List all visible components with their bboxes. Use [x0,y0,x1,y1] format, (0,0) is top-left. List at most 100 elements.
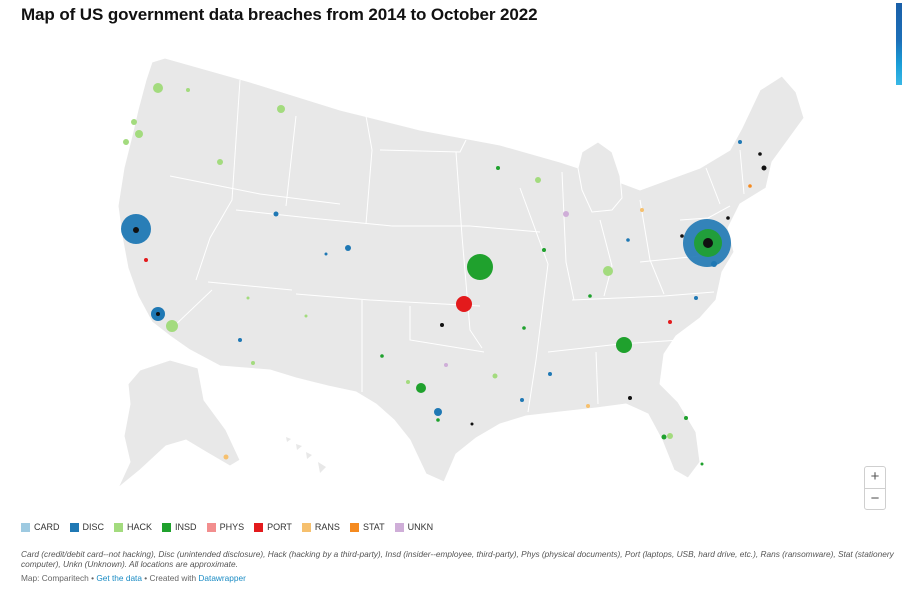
breach-bubble[interactable] [726,216,730,220]
breach-bubble[interactable] [135,130,143,138]
map-area[interactable] [0,30,902,510]
legend-swatch-insd [162,522,172,532]
legend-swatch-card [21,522,30,532]
legend-label-card: CARD [34,522,60,532]
breach-bubble[interactable] [548,372,552,376]
legend-label-stat: STAT [362,522,385,532]
legend-item-stat[interactable]: STAT [349,522,385,532]
breach-bubble[interactable] [123,139,129,145]
side-color-stripe [896,3,902,85]
breach-bubble[interactable] [628,396,632,400]
map-title: Map of US government data breaches from … [21,5,538,24]
breach-bubble[interactable] [758,152,762,156]
breach-bubble[interactable] [496,166,500,170]
breach-bubble[interactable] [277,105,285,113]
breach-bubble[interactable] [380,354,384,358]
datawrapper-link[interactable]: Datawrapper [198,573,246,583]
breach-bubble[interactable] [626,238,630,242]
breach-bubble[interactable] [345,245,351,251]
breach-bubble[interactable] [153,83,163,93]
zoom-controls: + − [864,466,886,510]
legend-label-insd: INSD [175,522,197,532]
breach-bubble[interactable] [761,165,767,171]
breach-bubble[interactable] [738,140,742,144]
breach-bubble[interactable] [273,211,279,217]
breach-bubble[interactable] [748,184,752,188]
breach-bubble[interactable] [684,416,688,420]
breach-bubble[interactable] [520,398,524,402]
legend-label-port: PORT [267,522,292,532]
breach-bubble[interactable] [680,234,684,238]
breach-bubble[interactable] [133,227,139,233]
breach-bubble[interactable] [434,408,442,416]
legend-label-phys: PHYS [219,522,245,532]
breach-bubble[interactable] [436,418,440,422]
footer-source: Map: Comparitech • [21,573,94,583]
us-map-svg[interactable] [0,30,902,510]
legend-item-port[interactable]: PORT [254,522,292,532]
breach-bubble[interactable] [700,462,704,466]
legend-item-unkn[interactable]: UNKN [394,522,433,532]
breach-bubble[interactable] [616,337,632,353]
breach-bubble[interactable] [522,326,526,330]
breach-bubble[interactable] [238,338,242,342]
breach-bubble[interactable] [246,296,250,300]
legend-swatch-port [254,522,264,532]
breach-bubble[interactable] [251,361,255,365]
breach-bubble[interactable] [166,320,178,332]
breach-bubble[interactable] [586,404,590,408]
breach-bubble[interactable] [603,266,613,276]
legend-swatch-stat [349,522,359,532]
breach-bubble[interactable] [223,454,229,460]
breach-bubble[interactable] [186,88,190,92]
zoom-out-button[interactable]: − [865,488,885,510]
breach-bubble[interactable] [542,248,546,252]
breach-bubble[interactable] [444,363,448,367]
breach-bubble[interactable] [156,312,160,316]
legend-item-phys[interactable]: PHYS [206,522,245,532]
zoom-in-button[interactable]: + [870,468,880,485]
breach-bubble[interactable] [667,433,673,439]
legend-label-rans: RANS [314,522,340,532]
us-mainland-shape [117,57,805,483]
breach-bubble[interactable] [668,320,672,324]
legend-item-insd[interactable]: INSD [162,522,197,532]
alaska-shape [117,359,241,489]
breach-bubble[interactable] [217,159,223,165]
breach-bubble[interactable] [144,258,148,262]
legend-item-card[interactable]: CARD [21,522,60,532]
footer-created-with: • Created with [144,573,197,583]
legend-swatch-hack [114,522,124,532]
breach-bubble[interactable] [406,380,410,384]
legend-swatch-phys [206,522,216,532]
breach-bubble[interactable] [470,422,474,426]
breach-bubble[interactable] [131,119,137,125]
legend-item-disc[interactable]: DISC [69,522,105,532]
breach-bubble[interactable] [694,296,698,300]
legend-item-hack[interactable]: HACK [114,522,152,532]
legend-notes: Card (credit/debit card--not hacking), D… [21,549,894,569]
breach-bubble[interactable] [661,434,667,440]
footer: Map: Comparitech • Get the data • Create… [21,573,246,583]
breach-bubble[interactable] [563,211,569,217]
get-data-link[interactable]: Get the data [96,573,142,583]
breach-bubble[interactable] [324,252,328,256]
breach-bubble[interactable] [640,208,644,212]
breach-bubble[interactable] [711,261,717,267]
breach-bubble[interactable] [492,373,498,379]
legend-item-rans[interactable]: RANS [301,522,340,532]
legend-swatch-disc [69,522,79,532]
hawaii-islands [286,437,326,473]
breach-bubble[interactable] [456,296,472,312]
legend: CARD DISC HACK INSD PHYS PORT RANS STAT … [21,522,443,532]
breach-bubble[interactable] [588,294,592,298]
breach-bubble[interactable] [703,238,713,248]
breach-bubbles[interactable] [121,83,767,466]
breach-bubble[interactable] [535,177,541,183]
breach-bubble[interactable] [416,383,426,393]
breach-bubble[interactable] [304,314,308,318]
legend-label-disc: DISC [82,522,105,532]
michigan-shape [577,141,623,213]
breach-bubble[interactable] [467,254,493,280]
breach-bubble[interactable] [440,323,444,327]
